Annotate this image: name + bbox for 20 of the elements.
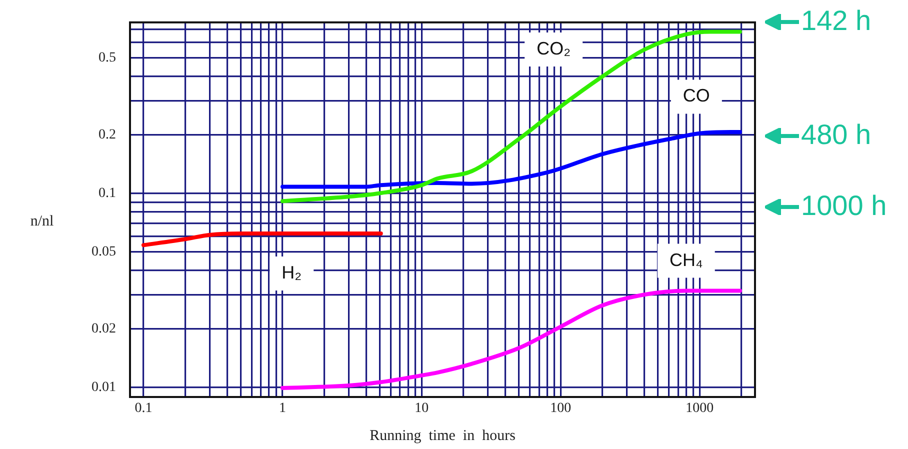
y-tick-label: 0.5: [98, 50, 116, 66]
y-axis-title: n/nl: [30, 214, 54, 230]
x-tick-label: 1000: [686, 401, 714, 416]
series-label: CH₄: [670, 250, 703, 270]
y-tick-label: 0.01: [92, 380, 116, 395]
x-tick-label: 0.1: [134, 401, 152, 416]
series-label: H₂: [282, 262, 302, 282]
text: 142 h: [801, 5, 872, 36]
x-tick-label: 100: [550, 401, 572, 416]
text: 1000 h: [801, 190, 887, 221]
y-tick-label: 0.1: [98, 186, 116, 201]
y-tick-label: 0.05: [92, 244, 116, 260]
y-tick-label: 0.2: [98, 128, 116, 143]
x-tick-label: 1: [279, 401, 286, 416]
x-tick-label: 10: [414, 401, 429, 416]
x-axis-title: Running time in hours: [370, 428, 516, 444]
y-tick-label: 0.02: [92, 321, 116, 336]
text: 480 h: [801, 119, 872, 150]
series-label: CO₂: [536, 38, 571, 58]
series-label: CO: [682, 86, 710, 106]
